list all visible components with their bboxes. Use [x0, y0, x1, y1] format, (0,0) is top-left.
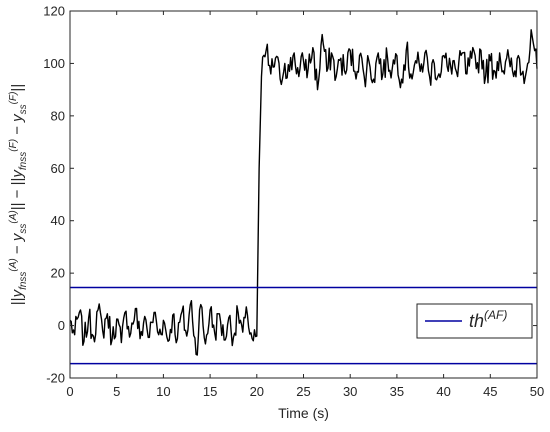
- y-tick-label: 60: [51, 161, 65, 176]
- y-tick-label: -20: [46, 371, 65, 386]
- y-tick-label: 0: [58, 318, 65, 333]
- x-tick-label: 45: [483, 384, 497, 399]
- x-tick-label: 10: [156, 384, 170, 399]
- y-tick-label: 100: [43, 56, 65, 71]
- label-layer: 0 5 10 15 20 25 30 35 40 45 50-20020406080100120Ti…: [8, 4, 544, 422]
- x-tick-label: 50: [530, 384, 544, 399]
- y-tick-label: 20: [51, 266, 65, 281]
- x-tick-label: 40: [436, 384, 450, 399]
- x-tick-label: 35: [390, 384, 404, 399]
- axis-layer: [69, 10, 538, 379]
- y-tick-label: 40: [51, 213, 65, 228]
- y-tick-label: 120: [43, 4, 65, 19]
- x-tick-label: 25: [296, 384, 310, 399]
- legend-label: th(AF): [469, 308, 507, 331]
- data-series-line: [69, 29, 538, 356]
- legend-layer: th(AF): [416, 303, 533, 339]
- y-axis-label: ||yfnss(A) − yss(A)|| − ||yfnss(F) − yss…: [8, 84, 29, 305]
- plot-layer: [69, 11, 538, 378]
- x-tick-label: 15: [203, 384, 217, 399]
- x-tick-label: 30: [343, 384, 357, 399]
- x-axis-label: Time (s): [278, 405, 329, 421]
- x-tick-label: 20: [250, 384, 264, 399]
- y-tick-label: 80: [51, 108, 65, 123]
- x-tick-label: 0: [66, 384, 73, 399]
- x-tick-label: 5: [113, 384, 120, 399]
